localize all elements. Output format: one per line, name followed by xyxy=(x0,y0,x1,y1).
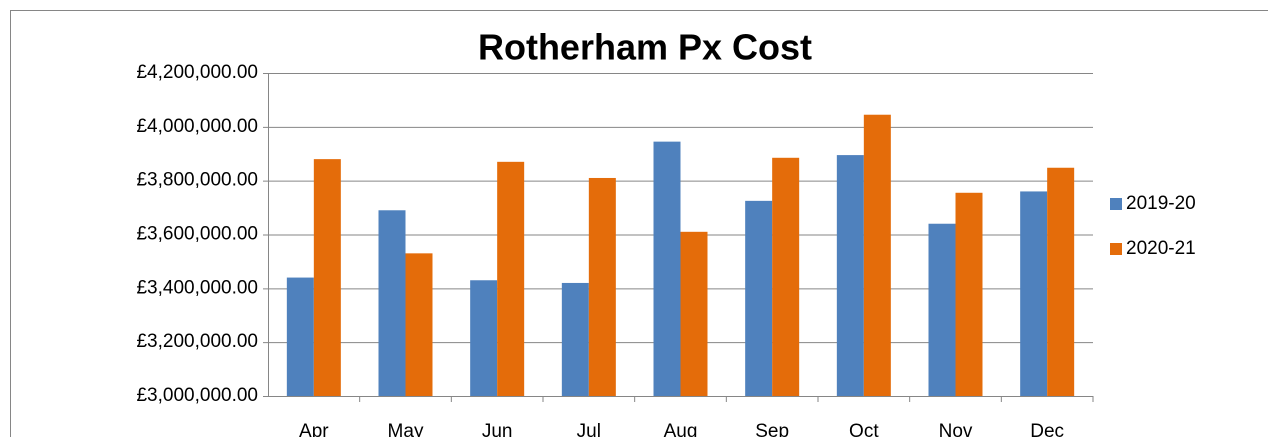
bar xyxy=(680,231,708,396)
bar xyxy=(928,223,956,396)
y-tick-label: £3,800,000.00 xyxy=(136,170,258,191)
bar xyxy=(836,155,864,396)
x-tick-label: Sep xyxy=(755,421,789,437)
bar xyxy=(863,114,891,397)
y-tick-label: £3,400,000.00 xyxy=(136,277,258,298)
legend-swatch xyxy=(1110,198,1122,210)
y-tick-label: £3,600,000.00 xyxy=(136,224,258,245)
bar xyxy=(1047,167,1075,396)
x-tick-label: Aug xyxy=(664,421,698,437)
x-tick-label: Oct xyxy=(849,421,879,437)
bar xyxy=(470,280,498,396)
bar xyxy=(1020,191,1048,396)
bar xyxy=(588,177,616,396)
y-tick-label: £4,200,000.00 xyxy=(136,62,258,83)
bar xyxy=(653,141,681,396)
legend-label: 2020-21 xyxy=(1126,238,1196,259)
x-tick-label: May xyxy=(388,421,424,437)
chart-title: Rotherham Px Cost xyxy=(478,27,812,68)
x-tick-label: Nov xyxy=(939,421,973,437)
bar xyxy=(405,253,433,396)
legend-label: 2019-20 xyxy=(1126,193,1196,214)
chart-border xyxy=(10,10,1268,437)
x-tick-label: Jul xyxy=(577,421,601,437)
y-tick-label: £3,200,000.00 xyxy=(136,331,258,352)
bar xyxy=(286,277,314,396)
y-tick-label: £4,000,000.00 xyxy=(136,116,258,137)
bar xyxy=(955,192,983,396)
bar xyxy=(772,157,800,396)
bar xyxy=(313,159,341,396)
x-tick-label: Dec xyxy=(1030,421,1064,437)
x-tick-label: Jun xyxy=(482,421,513,437)
bar xyxy=(561,282,589,396)
legend-swatch xyxy=(1110,243,1122,255)
bar xyxy=(497,161,525,396)
y-tick-label: £3,000,000.00 xyxy=(136,385,258,406)
x-tick-label: Apr xyxy=(299,421,329,437)
bar xyxy=(378,210,406,396)
bar xyxy=(745,200,773,396)
